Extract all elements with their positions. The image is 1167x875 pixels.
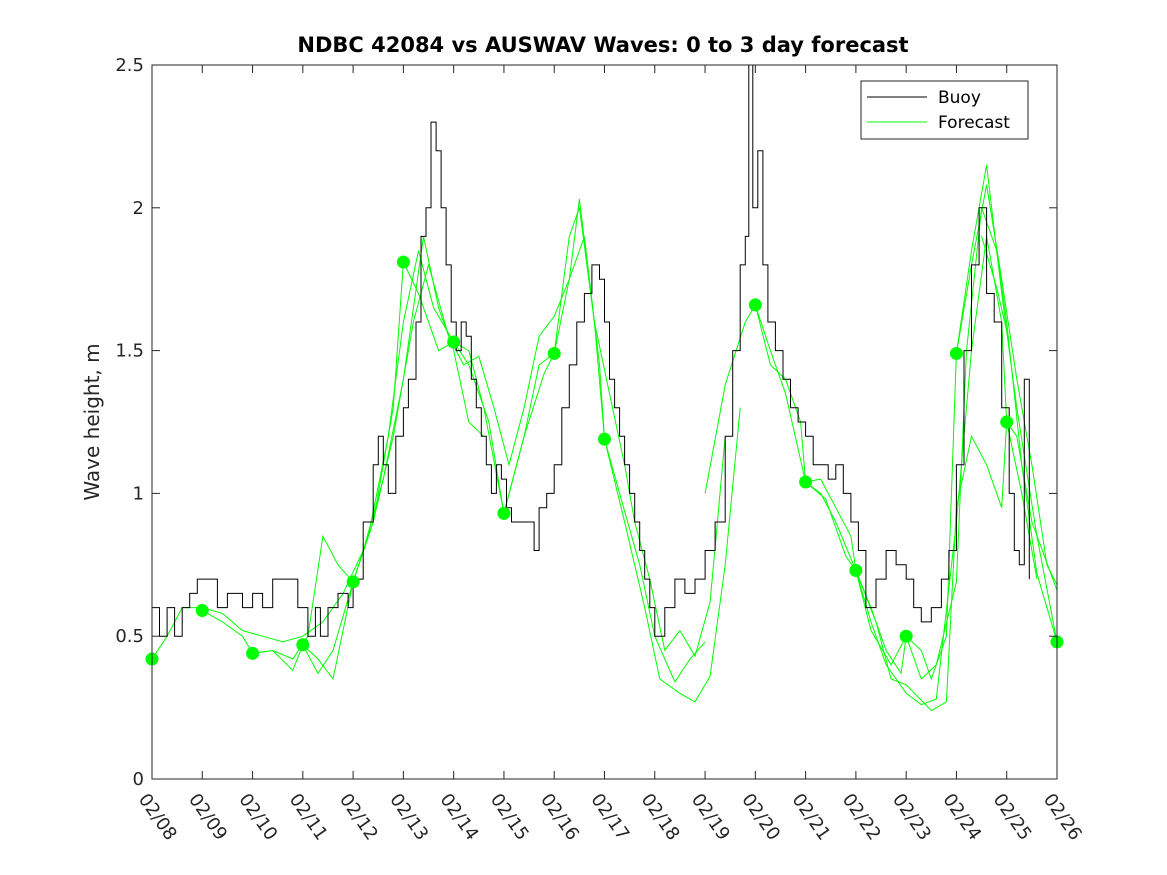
y-tick-label: 2 xyxy=(133,198,144,219)
forecast-marker xyxy=(296,638,310,652)
y-axis-label: Wave height, m xyxy=(80,343,104,500)
buoy-line xyxy=(152,65,1030,637)
legend-box xyxy=(860,80,1029,140)
y-axis: 0 0.5 1 1.5 2 2.5 xyxy=(115,55,1057,790)
forecast-line xyxy=(302,236,706,683)
y-tick-label: 2.5 xyxy=(115,55,144,76)
legend: Buoy Forecast xyxy=(860,80,1029,140)
y-tick-label: 0 xyxy=(133,769,144,790)
legend-forecast-label: Forecast xyxy=(938,113,1010,133)
forecast-marker xyxy=(195,603,209,617)
chart-title: NDBC 42084 vs AUSWAV Waves: 0 to 3 day f… xyxy=(297,33,908,57)
forecast-marker xyxy=(396,255,410,269)
y-tick-label: 1 xyxy=(133,483,144,504)
forecast-line xyxy=(955,184,1057,586)
forecast-marker xyxy=(1000,415,1014,429)
forecast-marker xyxy=(246,646,260,660)
forecast-line xyxy=(704,164,1057,681)
forecast-marker xyxy=(949,346,963,360)
forecast-line xyxy=(855,207,1057,680)
forecast-marker xyxy=(598,432,611,446)
forecast-marker xyxy=(497,506,511,520)
forecast-marker xyxy=(447,335,461,349)
plot-area xyxy=(152,65,1057,779)
forecast-marker xyxy=(346,575,360,589)
buoy-series xyxy=(152,65,1030,637)
forecast-marker xyxy=(849,564,863,578)
y-tick-label: 0.5 xyxy=(115,626,144,647)
forecast-marker xyxy=(899,629,913,643)
legend-buoy-label: Buoy xyxy=(938,88,981,108)
forecast-marker xyxy=(799,475,813,489)
forecast-marker xyxy=(547,346,561,360)
forecast-marker xyxy=(748,298,762,312)
y-tick-label: 1.5 xyxy=(115,341,144,362)
